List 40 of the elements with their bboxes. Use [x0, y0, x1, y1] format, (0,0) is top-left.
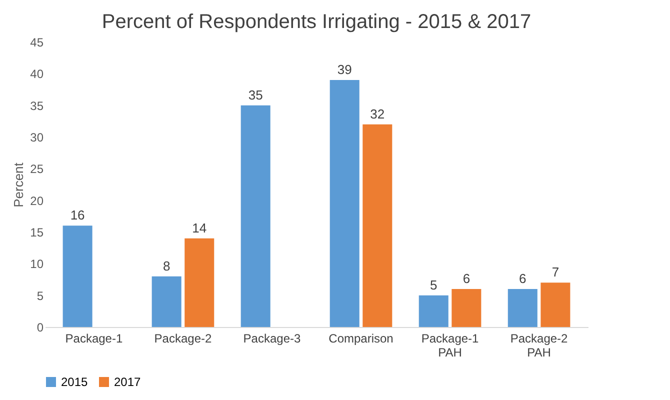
chart-title: Percent of Respondents Irrigating - 2015 & 2017 — [102, 11, 532, 33]
x-tick-label: Package-1 PAH — [421, 332, 480, 360]
data-label: 8 — [162, 258, 170, 274]
y-tick-label: 10 — [30, 257, 44, 272]
y-tick-label: 5 — [36, 288, 44, 303]
data-label: 6 — [462, 271, 470, 286]
data-label: 6 — [519, 271, 526, 286]
bar — [330, 80, 360, 327]
y-tick-label: 0 — [36, 320, 44, 334]
bar — [240, 105, 270, 327]
data-label: 16 — [70, 208, 85, 223]
x-tick-label: Comparison — [328, 332, 394, 346]
y-tick-label: 45 — [30, 36, 44, 50]
y-tick-label: 25 — [30, 162, 44, 176]
data-label: 39 — [337, 62, 352, 77]
y-tick-label: 20 — [30, 194, 44, 208]
data-label: 7 — [552, 264, 560, 280]
y-tick-label: 40 — [30, 67, 44, 82]
data-label: 5 — [430, 277, 438, 292]
legend-label: 2017 — [114, 375, 142, 389]
bar — [152, 276, 182, 327]
bar — [62, 226, 92, 327]
x-tick-label: Package-2 — [154, 332, 212, 346]
bar — [452, 289, 482, 327]
bar — [540, 282, 570, 327]
bar — [362, 124, 392, 327]
data-label: 35 — [248, 87, 263, 102]
bar — [418, 295, 448, 327]
legend-label: 2015 — [61, 375, 88, 389]
data-label: 32 — [370, 106, 385, 122]
x-tick-label: Package-2 PAH — [510, 332, 568, 360]
bar — [508, 289, 538, 327]
y-tick-label: 30 — [30, 130, 44, 144]
data-label: 14 — [192, 220, 207, 236]
x-tick-label: Package-1 — [65, 332, 123, 346]
y-tick-label: 15 — [30, 226, 44, 240]
y-tick-label: 35 — [30, 98, 44, 113]
bar — [184, 238, 214, 327]
y-axis-title: Percent — [11, 162, 26, 208]
x-tick-label: Package-3 — [243, 332, 301, 346]
